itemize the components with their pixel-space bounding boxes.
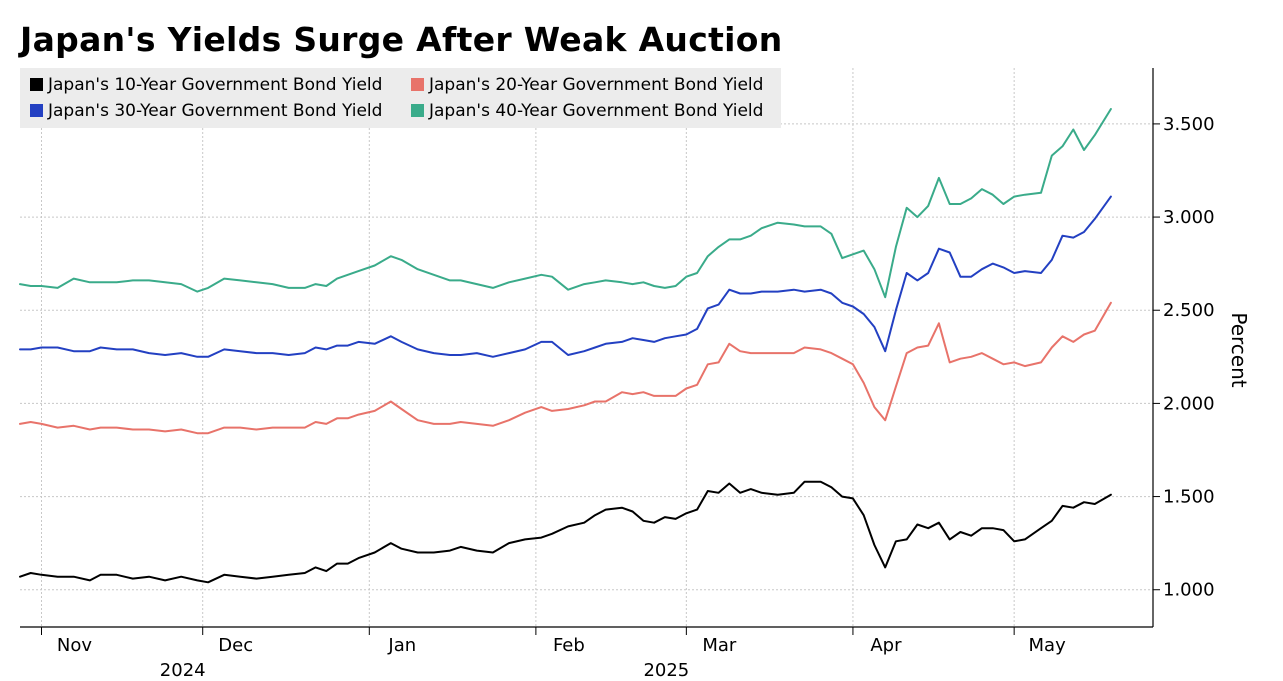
legend-entry: Japan's 40-Year Government Bond Yield: [428, 101, 763, 121]
x-tick-label: Mar: [702, 635, 737, 656]
axes: 1.000 1.500 2.000 2.500 3.000 3.500 Nov Dec Jan F…: [20, 68, 1215, 681]
legend-background: [20, 68, 781, 128]
series-line: [19, 195, 1112, 358]
legend-swatch: [411, 104, 424, 117]
x-year-label: 2024: [160, 660, 206, 681]
legend: Japan's 10-Year Government Bond Yield Jap…: [20, 68, 781, 128]
y-axis-label: Percent: [1227, 312, 1251, 387]
series-line: [19, 301, 1112, 435]
legend-entry: Japan's 10-Year Government Bond Yield: [47, 75, 382, 95]
legend-entry: Japan's 20-Year Government Bond Yield: [428, 75, 763, 95]
y-tick-label: 1.000: [1163, 580, 1215, 601]
x-tick-label: Feb: [553, 635, 585, 656]
gridlines: [20, 68, 1153, 627]
y-tick-label: 2.000: [1163, 393, 1215, 414]
x-tick-label: Apr: [870, 635, 902, 656]
y-tick-label: 3.500: [1163, 114, 1215, 135]
x-tick-label: Jan: [387, 635, 416, 656]
x-tick-label: May: [1029, 635, 1067, 656]
x-year-label: 2025: [643, 660, 689, 681]
x-tick-label: Dec: [218, 635, 253, 656]
series-lines: [19, 108, 1112, 584]
legend-swatch: [30, 78, 43, 91]
legend-entry: Japan's 30-Year Government Bond Yield: [47, 101, 382, 121]
chart-title: Japan's Yields Surge After Weak Auction: [20, 20, 783, 59]
legend-swatch: [30, 104, 43, 117]
legend-swatch: [411, 78, 424, 91]
y-tick-label: 1.500: [1163, 487, 1215, 508]
x-tick-label: Nov: [57, 635, 92, 656]
y-tick-label: 3.000: [1163, 207, 1215, 228]
series-line: [19, 480, 1112, 584]
y-tick-label: 2.500: [1163, 300, 1215, 321]
series-line: [19, 108, 1112, 299]
